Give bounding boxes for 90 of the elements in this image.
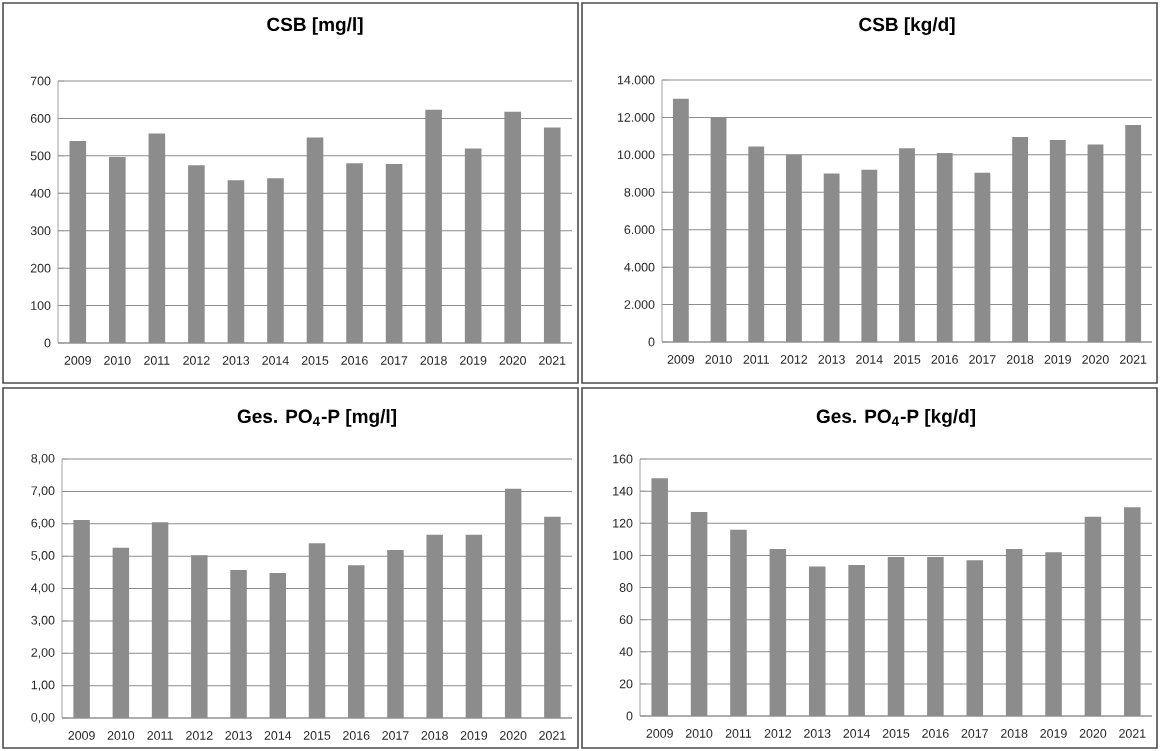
y-tick-label: 0 xyxy=(648,337,655,347)
x-tick-label: 2009 xyxy=(68,731,95,740)
y-tick-label: 8,00 xyxy=(31,453,55,465)
x-tick-label: 2015 xyxy=(301,356,329,365)
y-tick-label: 400 xyxy=(30,188,51,198)
x-tick-label: 2018 xyxy=(1006,355,1034,364)
y-tick-label: 120 xyxy=(613,518,633,528)
x-tick-label: 2017 xyxy=(969,355,996,364)
x-tick-label: 2014 xyxy=(264,731,292,740)
x-tick-label: 2017 xyxy=(380,356,408,365)
x-tick-label: 2021 xyxy=(1119,729,1146,738)
x-tick-label: 2015 xyxy=(882,729,910,738)
y-tick-label: 6,00 xyxy=(31,518,55,529)
x-tick-label: 2014 xyxy=(843,729,871,738)
y-tick-label: 4,00 xyxy=(31,583,55,594)
x-tick-label: 2012 xyxy=(764,729,792,738)
y-tick-label: 500 xyxy=(30,151,51,161)
x-tick-label: 2020 xyxy=(1079,729,1107,738)
x-tick-label: 2019 xyxy=(1044,355,1071,364)
x-tick-label: 2014 xyxy=(856,355,883,364)
x-tick-label: 2010 xyxy=(685,729,713,738)
x-tick-label: 2021 xyxy=(1120,355,1147,364)
y-tick-label: 600 xyxy=(30,114,51,123)
x-tick-label: 2010 xyxy=(705,355,732,364)
x-tick-label: 2011 xyxy=(144,356,170,365)
y-tick-label: 20 xyxy=(619,679,633,689)
x-tick-label: 2009 xyxy=(64,356,91,365)
x-tick-label: 2018 xyxy=(1001,729,1028,738)
x-tick-label: 2018 xyxy=(421,731,448,740)
x-tick-label: 2013 xyxy=(225,731,252,740)
x-tick-label: 2015 xyxy=(303,731,331,740)
y-tick-label: 200 xyxy=(30,263,51,273)
y-tick-label: 40 xyxy=(619,647,633,657)
x-tick-label: 2018 xyxy=(420,356,447,365)
y-tick-label: 140 xyxy=(613,486,633,496)
chart-title: CSB [mg/l] xyxy=(267,17,363,35)
y-tick-label: 2.000 xyxy=(624,300,655,309)
x-tick-label: 2010 xyxy=(107,731,135,740)
y-tick-label: 100 xyxy=(613,550,633,560)
y-tick-label: 14.000 xyxy=(617,75,655,85)
x-tick-label: 2009 xyxy=(646,729,673,738)
x-tick-label: 2019 xyxy=(460,731,488,740)
x-tick-label: 2017 xyxy=(961,729,988,738)
x-tick-label: 2020 xyxy=(499,356,526,365)
x-tick-label: 2011 xyxy=(725,729,752,738)
x-tick-label: 2012 xyxy=(780,355,808,364)
x-tick-label: 2019 xyxy=(460,356,487,365)
x-tick-label: 2020 xyxy=(500,731,527,740)
y-tick-label: 5,00 xyxy=(31,551,55,562)
x-tick-label: 2013 xyxy=(222,356,250,365)
y-tick-label: 2,00 xyxy=(31,648,55,659)
x-tick-label: 2012 xyxy=(186,731,213,740)
y-tick-label: 7,00 xyxy=(31,486,55,497)
y-tick-label: 300 xyxy=(30,226,51,236)
chart-title: Ges. PO$_{4}$-P [mg/l] xyxy=(237,409,396,427)
x-tick-label: 2016 xyxy=(931,355,958,364)
y-tick-label: 4.000 xyxy=(624,262,655,272)
x-tick-label: 2009 xyxy=(667,355,695,364)
x-tick-label: 2016 xyxy=(343,731,370,740)
y-tick-label: 60 xyxy=(619,615,633,625)
x-tick-label: 2016 xyxy=(922,729,949,738)
x-tick-label: 2012 xyxy=(183,356,210,365)
y-tick-label: 80 xyxy=(619,583,633,592)
x-tick-label: 2021 xyxy=(539,731,566,740)
x-tick-label: 2021 xyxy=(539,356,566,365)
y-tick-label: 160 xyxy=(613,454,633,464)
x-tick-label: 2013 xyxy=(818,355,845,364)
x-tick-label: 2011 xyxy=(147,731,173,740)
x-tick-label: 2011 xyxy=(743,355,769,364)
x-tick-label: 2019 xyxy=(1040,729,1067,738)
y-tick-label: 700 xyxy=(30,76,51,86)
x-tick-label: 2020 xyxy=(1082,355,1109,364)
x-tick-label: 2017 xyxy=(382,731,409,740)
y-tick-label: 0,00 xyxy=(31,712,55,724)
x-tick-label: 2015 xyxy=(893,355,921,364)
y-tick-label: 0 xyxy=(626,711,633,721)
x-tick-label: 2016 xyxy=(341,356,368,365)
y-tick-label: 100 xyxy=(31,301,51,310)
x-tick-label: 2010 xyxy=(104,356,131,365)
chart-title: Ges. PO$_{4}$-P [kg/d] xyxy=(816,409,975,427)
chart-title: CSB [kg/d] xyxy=(859,17,955,35)
y-tick-label: 3,00 xyxy=(31,615,55,627)
y-tick-label: 1,00 xyxy=(31,680,55,691)
y-tick-label: 12.000 xyxy=(617,113,655,122)
y-tick-label: 6.000 xyxy=(624,225,655,235)
y-tick-label: 10.000 xyxy=(617,150,655,160)
x-tick-label: 2014 xyxy=(262,356,289,365)
y-tick-label: 0 xyxy=(44,338,51,348)
y-tick-label: 8.000 xyxy=(624,187,655,197)
x-tick-label: 2013 xyxy=(804,729,831,738)
